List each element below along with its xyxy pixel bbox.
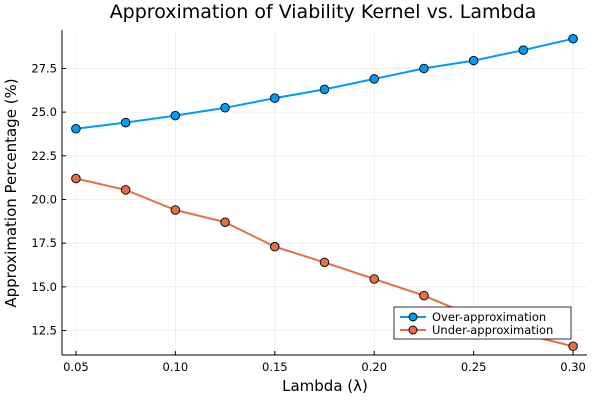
- data-point: [220, 103, 230, 113]
- data-point: [220, 217, 230, 227]
- axes: [61, 30, 587, 356]
- data-point: [419, 63, 429, 74]
- legend-box: [393, 306, 572, 340]
- data-point: [120, 185, 131, 195]
- x-tick-label: 0.15: [262, 360, 288, 374]
- data-point: [71, 173, 81, 184]
- legend-marker: [408, 325, 418, 335]
- data-point: [518, 45, 529, 55]
- x-tick-label: 0.20: [361, 360, 387, 374]
- y-axis-label: Approximation Percentage (%): [2, 78, 20, 307]
- data-point: [568, 33, 578, 44]
- data-point: [170, 205, 181, 215]
- x-tick-label: 0.05: [63, 360, 89, 374]
- chart-title: Approximation of Viability Kernel vs. La…: [110, 1, 537, 23]
- x-axis-label: Lambda (λ): [282, 377, 368, 395]
- y-tick-label: 15.0: [31, 280, 57, 294]
- series-1: [71, 33, 578, 134]
- y-tick-label: 20.0: [31, 192, 57, 206]
- y-tick-label: 25.0: [31, 105, 57, 119]
- data-point: [170, 110, 181, 121]
- data-point: [468, 55, 479, 66]
- x-tick-label: 0.25: [461, 360, 487, 374]
- y-tick-label: 12.5: [31, 324, 57, 338]
- gridlines: [62, 30, 587, 355]
- legend-marker: [408, 312, 418, 322]
- y-tick-label: 22.5: [31, 149, 57, 163]
- data-point: [369, 74, 379, 84]
- legend-label: Under-approximation: [432, 323, 553, 337]
- tick-labels: 0.05 0.10 0.15 0.20 0.25 0.30 12.5 15.0 17.5 20.0…: [31, 61, 585, 374]
- data-point: [71, 123, 81, 134]
- data-point: [319, 257, 330, 268]
- legend-label: Over-approximation: [432, 310, 546, 324]
- data-point: [369, 274, 379, 284]
- data-point: [120, 117, 131, 128]
- data-point: [270, 241, 280, 252]
- x-tick-label: 0.30: [560, 360, 586, 374]
- y-tick-label: 17.5: [31, 236, 57, 250]
- data-point: [568, 341, 578, 352]
- x-tick-label: 0.10: [163, 360, 189, 374]
- y-tick-label: 27.5: [31, 61, 57, 75]
- data-point: [319, 84, 330, 95]
- data-point: [270, 93, 280, 103]
- data-point: [419, 290, 429, 301]
